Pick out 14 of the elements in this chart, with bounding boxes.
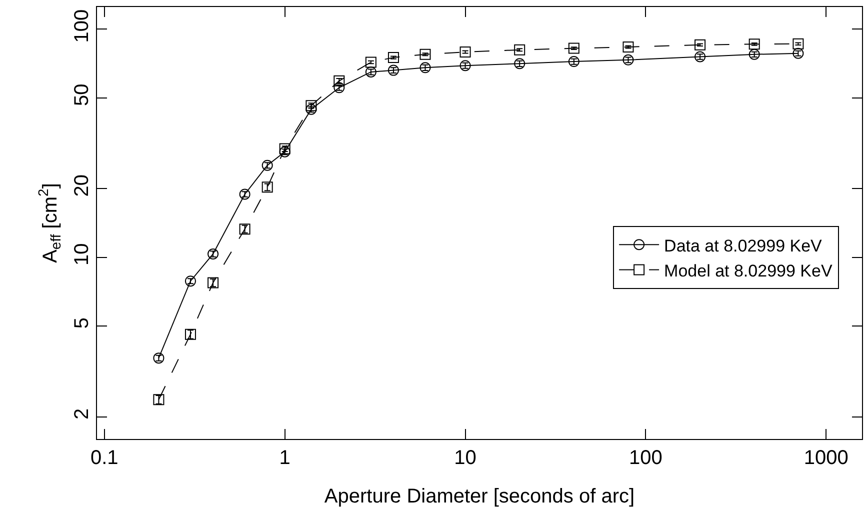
- legend-label: Model at 8.02999 KeV: [664, 261, 833, 280]
- x-tick-label: 1000: [804, 447, 848, 469]
- y-tick-label: 50: [71, 84, 93, 106]
- x-tick-label: 10: [454, 447, 476, 469]
- x-tick-label: 100: [629, 447, 662, 469]
- x-tick-label: 0.1: [90, 447, 118, 469]
- y-tick-label: 20: [71, 174, 93, 197]
- y-tick-label: 2: [71, 408, 93, 420]
- legend-label: Data at 8.02999 KeV: [664, 236, 823, 256]
- y-tick-label: 5: [71, 317, 93, 329]
- y-tick-label: 10: [71, 243, 93, 266]
- x-tick-label: 1: [279, 447, 290, 469]
- x-axis-title: Aperture Diameter [seconds of arc]: [324, 486, 635, 508]
- y-tick-label: 100: [71, 9, 93, 43]
